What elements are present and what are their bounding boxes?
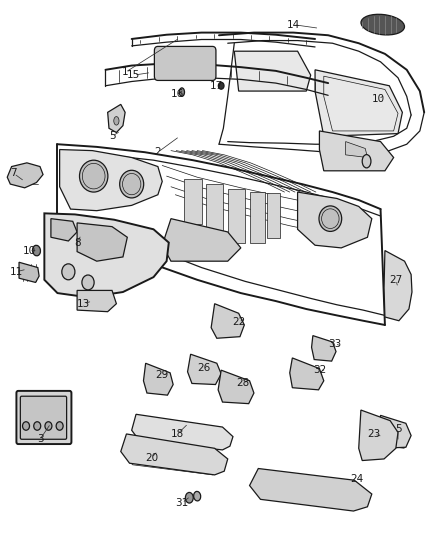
Text: 32: 32 bbox=[313, 365, 326, 375]
Ellipse shape bbox=[82, 275, 94, 290]
Ellipse shape bbox=[56, 422, 63, 430]
Text: 5: 5 bbox=[395, 424, 401, 434]
Ellipse shape bbox=[80, 160, 108, 192]
Polygon shape bbox=[77, 290, 117, 312]
Polygon shape bbox=[234, 51, 311, 91]
Text: 14: 14 bbox=[286, 20, 300, 30]
Polygon shape bbox=[211, 304, 244, 338]
Text: 1: 1 bbox=[122, 68, 128, 77]
Text: 18: 18 bbox=[171, 429, 184, 439]
Ellipse shape bbox=[34, 422, 41, 430]
Bar bbox=[206, 184, 223, 235]
Ellipse shape bbox=[319, 206, 342, 231]
Text: 20: 20 bbox=[145, 453, 158, 463]
Ellipse shape bbox=[62, 264, 75, 280]
Polygon shape bbox=[359, 410, 398, 461]
Text: 22: 22 bbox=[232, 317, 245, 327]
Polygon shape bbox=[346, 142, 367, 158]
Polygon shape bbox=[218, 370, 254, 403]
Text: 3: 3 bbox=[37, 434, 43, 445]
Text: 33: 33 bbox=[328, 338, 341, 349]
Text: 16: 16 bbox=[171, 88, 184, 99]
Ellipse shape bbox=[114, 117, 119, 125]
Text: 26: 26 bbox=[197, 362, 210, 373]
FancyBboxPatch shape bbox=[16, 391, 71, 444]
Polygon shape bbox=[77, 223, 127, 261]
Ellipse shape bbox=[120, 170, 144, 198]
Ellipse shape bbox=[219, 82, 224, 89]
Polygon shape bbox=[315, 70, 403, 136]
Polygon shape bbox=[319, 131, 394, 171]
Polygon shape bbox=[51, 219, 77, 241]
Text: 27: 27 bbox=[389, 275, 403, 285]
Ellipse shape bbox=[185, 492, 193, 503]
Ellipse shape bbox=[45, 422, 52, 430]
Polygon shape bbox=[311, 336, 336, 361]
Text: 11: 11 bbox=[9, 267, 23, 277]
Text: 10: 10 bbox=[22, 246, 35, 255]
Polygon shape bbox=[132, 414, 233, 450]
Polygon shape bbox=[384, 251, 412, 321]
Text: 13: 13 bbox=[77, 298, 90, 309]
Polygon shape bbox=[44, 213, 169, 297]
Ellipse shape bbox=[194, 491, 201, 501]
Text: 28: 28 bbox=[237, 378, 250, 389]
Text: 23: 23 bbox=[367, 429, 381, 439]
Polygon shape bbox=[108, 104, 125, 133]
Polygon shape bbox=[290, 358, 324, 390]
Bar bbox=[250, 192, 265, 243]
Ellipse shape bbox=[377, 89, 386, 104]
FancyBboxPatch shape bbox=[154, 46, 216, 80]
Polygon shape bbox=[250, 469, 372, 511]
Text: 31: 31 bbox=[175, 498, 188, 508]
Polygon shape bbox=[162, 219, 241, 261]
Text: 7: 7 bbox=[11, 168, 17, 179]
Ellipse shape bbox=[362, 155, 371, 168]
Polygon shape bbox=[187, 354, 221, 384]
Text: 29: 29 bbox=[155, 370, 169, 381]
Ellipse shape bbox=[32, 245, 40, 256]
Polygon shape bbox=[19, 262, 39, 282]
Text: 8: 8 bbox=[74, 238, 81, 247]
Text: 10: 10 bbox=[372, 94, 385, 104]
Polygon shape bbox=[60, 150, 162, 211]
Polygon shape bbox=[7, 163, 43, 188]
Text: 5: 5 bbox=[109, 131, 115, 141]
Text: 2: 2 bbox=[155, 147, 161, 157]
Bar bbox=[267, 193, 280, 238]
FancyBboxPatch shape bbox=[20, 396, 67, 439]
Bar bbox=[228, 189, 245, 243]
Bar bbox=[184, 179, 201, 224]
Text: 24: 24 bbox=[350, 474, 363, 484]
Polygon shape bbox=[121, 434, 228, 475]
Ellipse shape bbox=[22, 422, 29, 430]
Polygon shape bbox=[155, 49, 215, 78]
Ellipse shape bbox=[179, 88, 184, 96]
Text: 17: 17 bbox=[210, 81, 223, 91]
Polygon shape bbox=[297, 192, 372, 248]
Text: 15: 15 bbox=[127, 70, 141, 80]
Polygon shape bbox=[377, 415, 411, 448]
Ellipse shape bbox=[361, 14, 404, 35]
Polygon shape bbox=[144, 364, 173, 395]
